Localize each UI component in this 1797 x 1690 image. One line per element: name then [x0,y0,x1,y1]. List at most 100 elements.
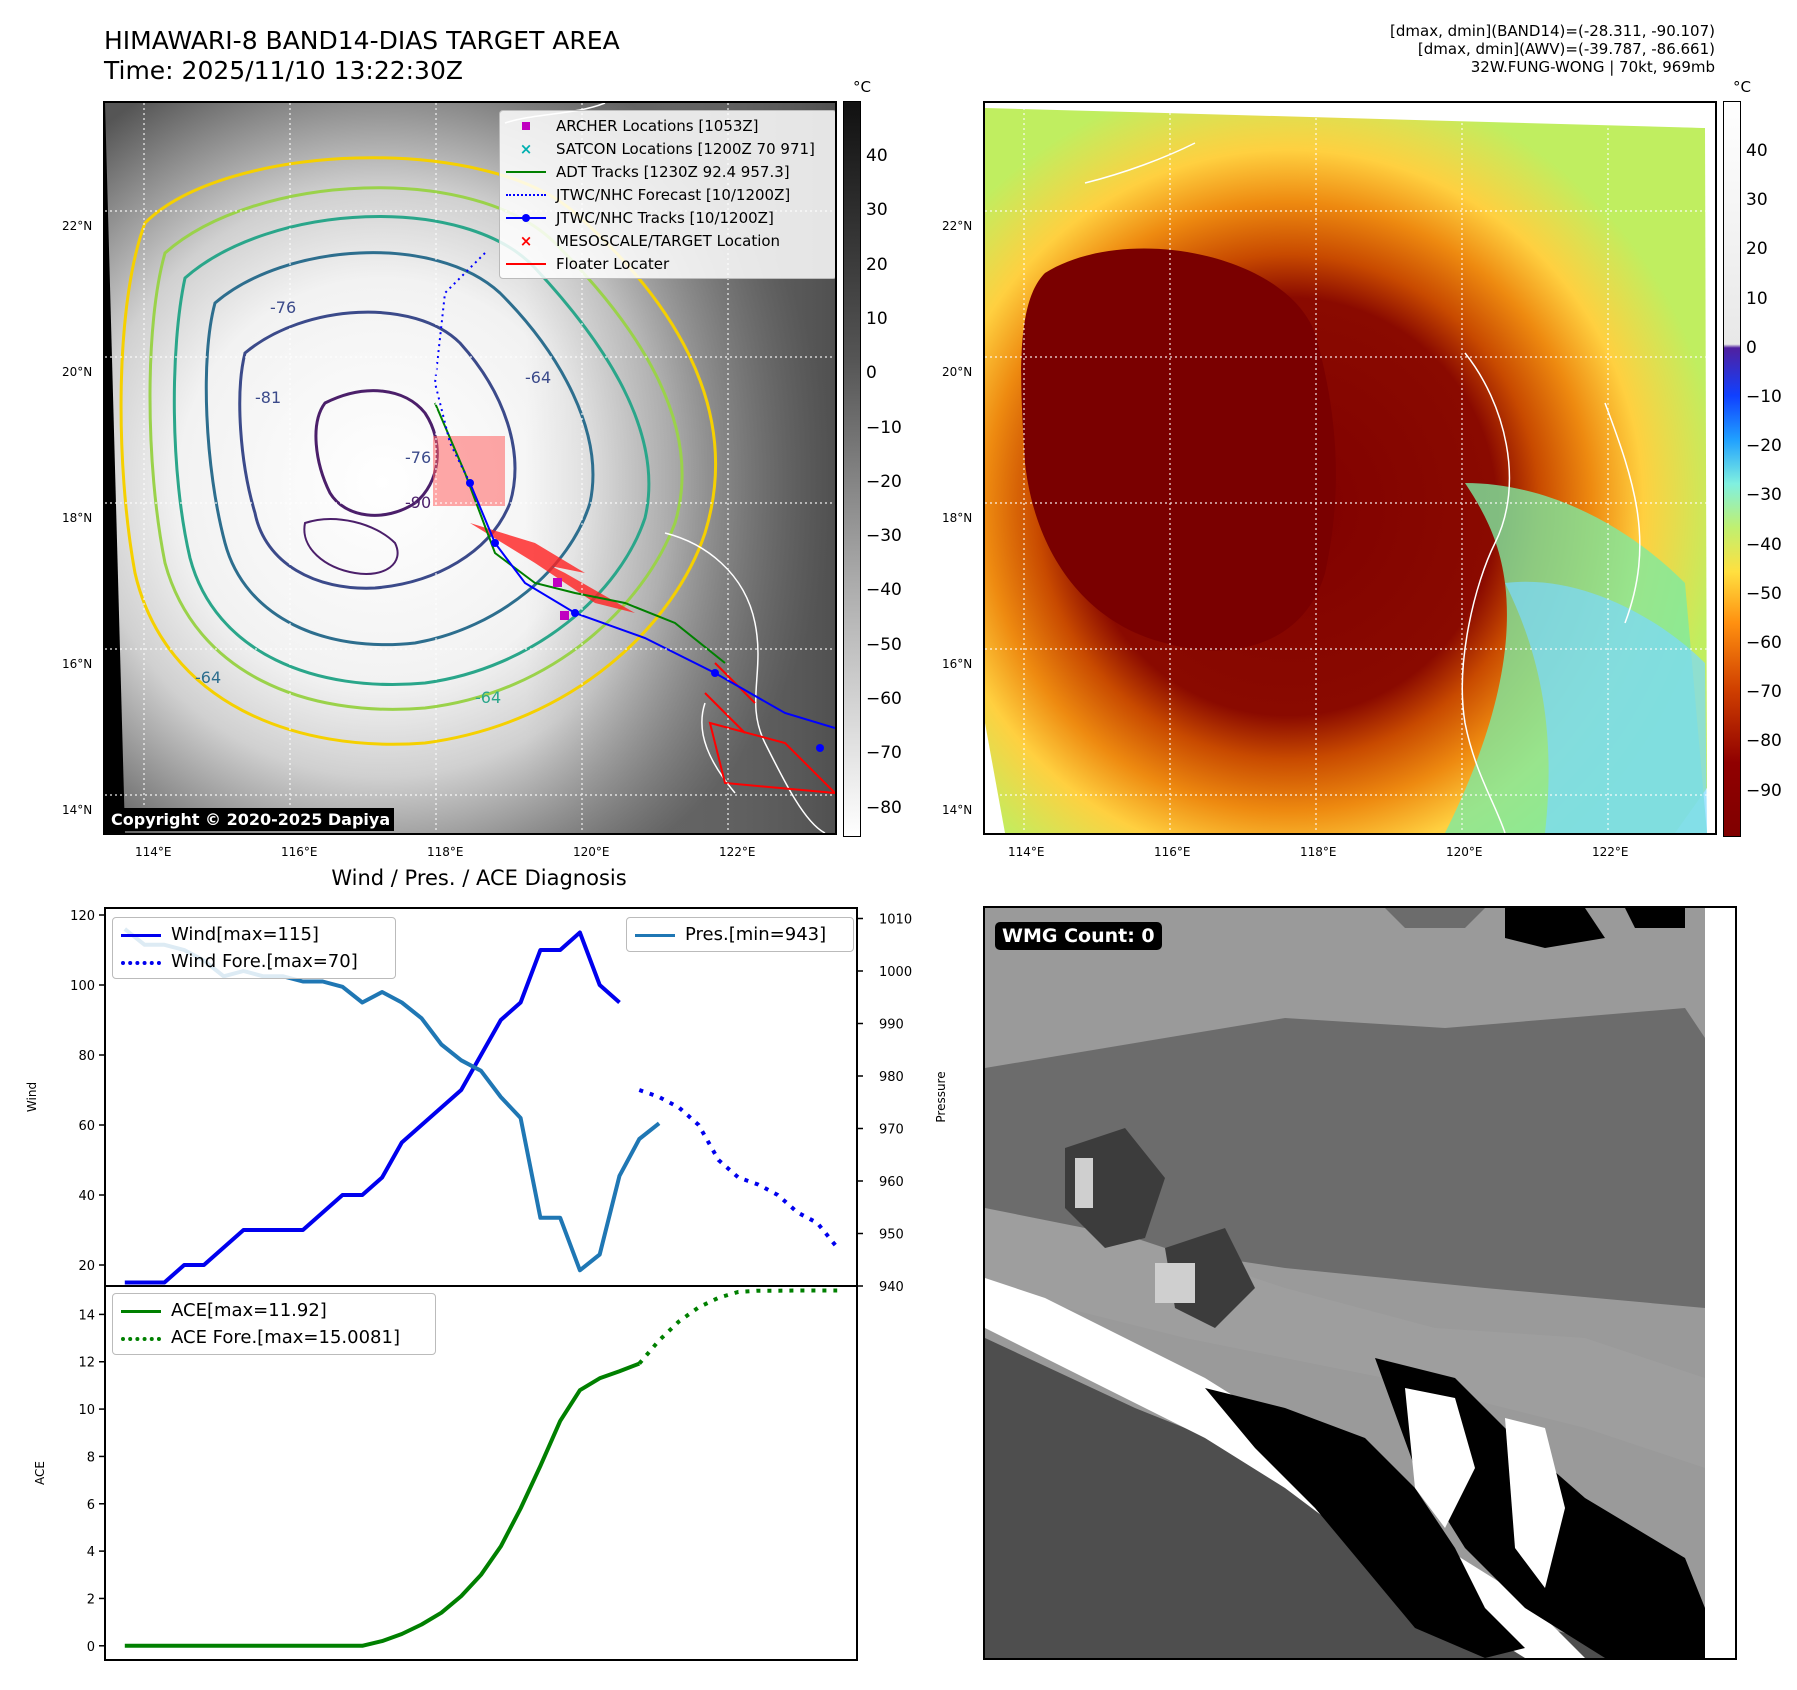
info-line-1: [dmax, dmin](BAND14)=(-28.311, -90.107) [1390,22,1715,40]
colorbar-tick: −50 [866,634,902,655]
legend-item-jtwc-tracks: JTWC/NHC Tracks [10/1200Z] [504,206,832,229]
title-line-2: Time: 2025/11/10 13:22:30Z [104,56,463,85]
wind-ytick-label: 20 [78,1259,95,1274]
copyright-badge: Copyright © 2020-2025 Dapiya [107,808,395,831]
pres-ytick-label: 980 [879,1070,904,1085]
line-marker-icon [504,256,548,272]
contour-label: -90 [405,493,431,512]
ace-ytick-label: 0 [87,1640,95,1655]
wind-line [124,930,621,1285]
legend-item-ace: ACE[max=11.92] [119,1297,429,1324]
legend-item-jtwc-forecast: JTWC/NHC Forecast [10/1200Z] [504,183,832,206]
pres-legend: Pres.[min=943] [626,917,854,952]
wind-ytick-label: 80 [78,1049,95,1064]
legend-item-archer: ARCHER Locations [1053Z] [504,114,832,137]
ace-ytick-label: 8 [87,1450,95,1465]
legend-item-satcon: × SATCON Locations [1200Z 70 971] [504,137,832,160]
colorbar-tick: −60 [1746,633,1782,653]
x-marker-icon: × [519,231,533,250]
colorbar-tick: 40 [1746,141,1768,161]
wind-ytick-label: 40 [78,1189,95,1204]
colorbar-tick: −70 [1746,682,1782,703]
colorbar-tick: −70 [866,743,902,764]
colorbar-tick: −50 [1746,583,1782,604]
colorbar-tick: 30 [1746,190,1768,211]
pres-ytick-label: 990 [879,1018,904,1033]
pres-ytick-label: 1010 [879,913,912,928]
dotted-line-icon [119,1330,163,1346]
right-colorbar [1723,101,1741,837]
colorbar-tick: 20 [866,254,888,275]
left-colorbar [843,101,861,837]
colorbar-tick: −10 [1746,387,1782,407]
contour-label: -64 [475,688,501,707]
contour-label: -76 [270,298,296,317]
pres-ytick-label: 940 [879,1280,904,1295]
colorbar-tick: −80 [1746,731,1782,752]
colorbar-tick: 20 [1746,239,1768,260]
wind-pres-ace-chart: 2040608010012094095096097098099010001010… [25,907,948,1661]
x-marker-icon: × [519,139,533,158]
wmg-count-badge: WMG Count: 0 [995,922,1162,950]
contour-label: -64 [195,668,221,687]
line-marker-icon [633,927,677,943]
wind-legend: Wind[max=115] Wind Fore.[max=70] [112,917,396,979]
ace-ylabel: ACE [33,1461,47,1485]
ace-ytick-label: 14 [78,1308,95,1323]
info-line-2: [dmax, dmin](AWV)=(-39.787, -86.661) [1417,40,1715,58]
ace-forecast-line [637,1288,838,1365]
colorbar-tick: −20 [866,471,902,492]
colorbar-tick: −20 [1746,436,1782,457]
colorbar-tick: 0 [866,363,877,384]
colorbar-tick: −30 [866,526,902,547]
ace-line [124,1361,641,1648]
colorbar-tick: −10 [866,417,902,438]
pres-ytick-label: 970 [879,1123,904,1138]
wmg-panel: WMG Count: 0 [983,906,1737,1660]
colorbar-tick: 0 [1746,337,1757,358]
ace-ytick-label: 10 [78,1403,95,1418]
dotted-line-icon [504,187,548,203]
diagnosis-title: Wind / Pres. / ACE Diagnosis [331,866,627,890]
right-colorbar-unit: °C [1733,78,1751,96]
wind-ytick-label: 100 [70,979,95,994]
ir-contour-map: -76 -64 -81 -90 -64 -64 -76 ARCHER Locat… [103,101,837,835]
ace-axes-frame [104,1285,858,1661]
wind-ylabel: Wind [25,1082,39,1112]
colorbar-tick: 10 [866,308,888,329]
ace-ytick-label: 4 [87,1545,95,1560]
info-line-3: 32W.FUNG-WONG | 70kt, 969mb [1470,58,1715,76]
line-dot-marker-icon [504,210,548,226]
ace-ytick-label: 2 [87,1592,95,1607]
colorbar-tick: 40 [866,146,888,166]
pres-ytick-label: 950 [879,1228,904,1243]
map-legend: ARCHER Locations [1053Z] × SATCON Locati… [499,110,835,279]
wind-forecast-line [638,1088,839,1249]
line-marker-icon [119,1303,163,1319]
contour-label: -76 [405,448,431,467]
wind-ytick-label: 120 [70,909,95,924]
legend-item-wind: Wind[max=115] [119,921,389,948]
ace-ytick-label: 12 [78,1356,95,1371]
colorbar-tick: −40 [866,580,902,601]
band14-color-map [983,101,1717,835]
wmg-svg [985,908,1735,1658]
wind-ytick-label: 60 [78,1119,95,1134]
legend-item-floater: Floater Locater [504,252,832,275]
contour-label: -81 [255,388,281,407]
contour-label: -64 [525,368,551,387]
dotted-line-icon [119,954,163,970]
legend-item-pres: Pres.[min=943] [633,921,847,948]
title-line-1: HIMAWARI-8 BAND14-DIAS TARGET AREA [104,26,620,55]
colorbar-tick: −60 [866,689,902,709]
pressure-line [123,927,661,1273]
ace-ytick-label: 6 [87,1498,95,1513]
colorbar-tick: −30 [1746,485,1782,506]
colorbar-tick: −80 [866,797,902,818]
square-marker-icon [504,118,548,134]
pres-ytick-label: 1000 [879,965,912,980]
colorbar-tick: 10 [1746,288,1768,309]
ace-legend: ACE[max=11.92] ACE Fore.[max=15.0081] [112,1293,436,1355]
line-marker-icon [504,164,548,180]
colorbar-tick: −90 [1746,780,1782,801]
